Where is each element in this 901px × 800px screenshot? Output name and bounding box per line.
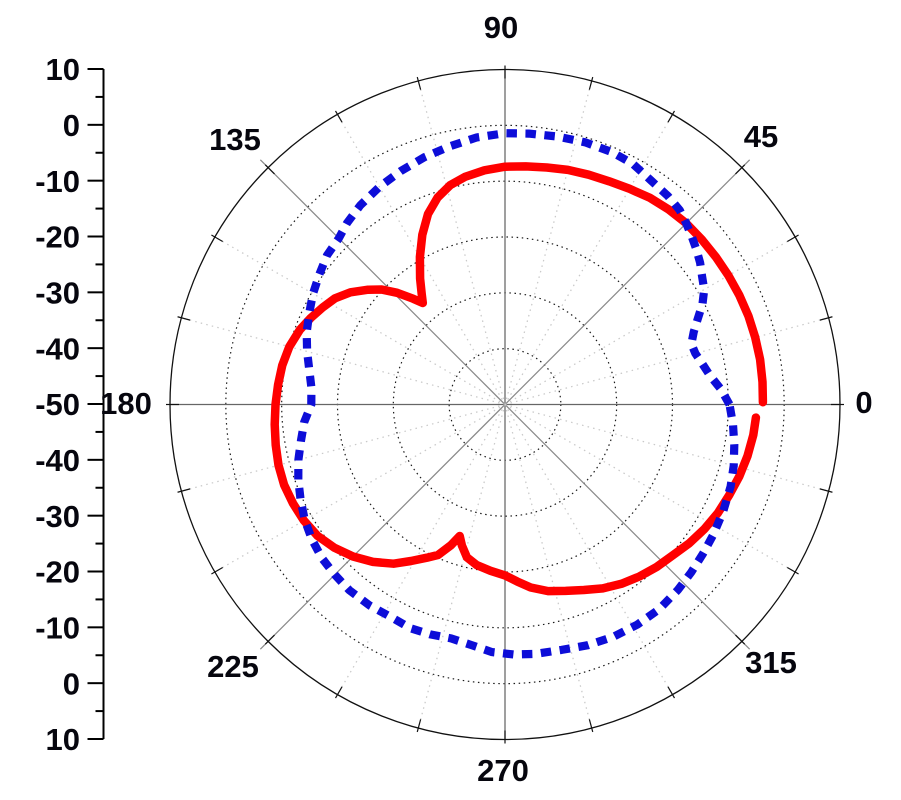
minor-spoke — [504, 404, 593, 729]
angle-tick — [588, 76, 594, 90]
outer-boundary — [166, 65, 844, 744]
angle-label-90: 90 — [484, 10, 518, 45]
radial-tick-label: -10 — [35, 164, 80, 199]
angle-label-270: 270 — [477, 753, 529, 788]
angle-tick — [819, 316, 833, 321]
angle-tick — [334, 110, 343, 123]
minor-spoke — [504, 80, 593, 405]
angle-tick — [787, 566, 799, 575]
minor-spoke — [504, 403, 829, 492]
angle-tick — [667, 110, 676, 123]
angle-label-180: 180 — [100, 386, 152, 421]
minor-spoke — [504, 317, 829, 406]
angle-tick — [177, 316, 191, 321]
radial-tick-label: -20 — [35, 220, 80, 255]
angle-tick — [787, 234, 799, 243]
angle-label-225: 225 — [207, 649, 259, 684]
radial-tick-label: -40 — [35, 331, 80, 366]
angle-tick — [264, 634, 275, 645]
angle-label-0: 0 — [855, 385, 872, 420]
angle-label-135: 135 — [209, 122, 261, 157]
minor-spoke — [214, 236, 506, 406]
angle-tick — [819, 488, 833, 493]
angle-label-315: 315 — [745, 645, 797, 680]
radial-tick-label: -10 — [35, 610, 80, 645]
radial-axis: 10 0 -10 -20 -30 -40 -50 -40 -30 -20 -10 0 10 — [35, 52, 105, 757]
diagonal-spoke — [504, 404, 751, 650]
angle-tick — [211, 234, 223, 243]
angle-tick — [588, 719, 594, 733]
radial-tick-label: -20 — [35, 555, 80, 590]
angle-tick — [416, 719, 422, 733]
angle-labels: 0 45 90 135 180 225 270 315 — [100, 10, 872, 788]
angle-tick — [667, 686, 676, 699]
blue-dashed-curve — [294, 129, 739, 659]
minor-spoke — [181, 317, 506, 406]
diagonal-spoke — [259, 159, 506, 405]
minor-spoke — [336, 404, 506, 695]
radial-tick-label: -50 — [35, 387, 80, 422]
radial-tick-label: 10 — [46, 722, 80, 757]
diagonal-spoke — [504, 159, 751, 405]
grid-spokes — [170, 69, 840, 740]
radial-tick-label: -30 — [35, 499, 80, 534]
angle-tick — [416, 76, 422, 90]
radial-tick-label: 0 — [63, 666, 80, 701]
radial-tick-label: 0 — [63, 108, 80, 143]
angle-tick — [264, 164, 275, 175]
radial-tick-label: -30 — [35, 275, 80, 310]
angle-tick — [735, 164, 746, 175]
red-solid-curve — [270, 162, 768, 596]
angle-tick — [334, 686, 343, 699]
radial-tick-label: 10 — [46, 52, 80, 87]
angle-tick — [735, 634, 746, 645]
angle-tick — [211, 566, 223, 575]
minor-spoke — [181, 403, 506, 492]
angle-label-45: 45 — [744, 119, 778, 154]
diagonal-spoke — [259, 404, 506, 650]
angle-tick — [177, 488, 191, 493]
minor-spoke — [504, 114, 674, 405]
radial-tick-label: -40 — [35, 443, 80, 478]
